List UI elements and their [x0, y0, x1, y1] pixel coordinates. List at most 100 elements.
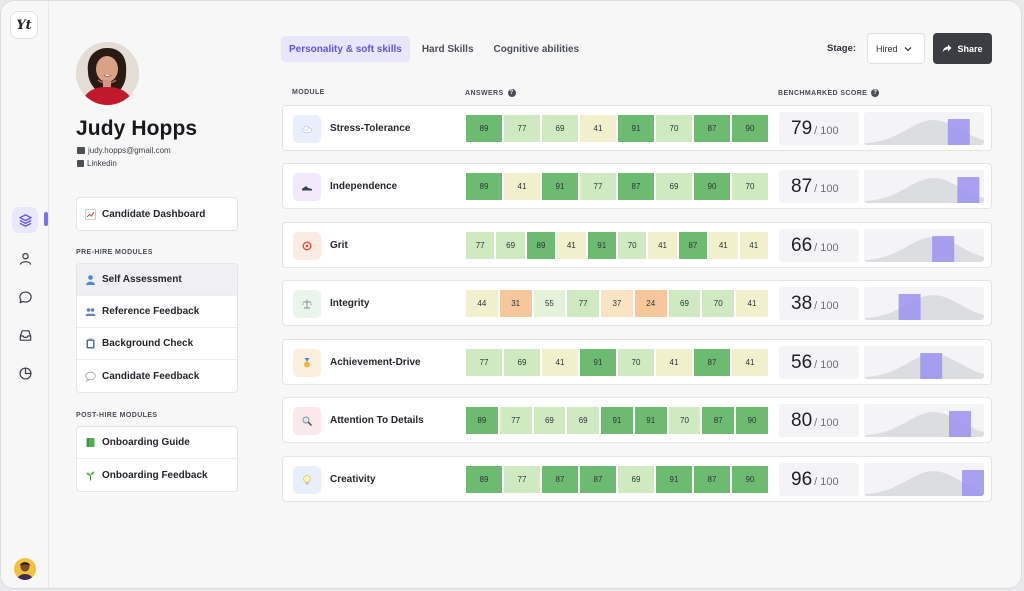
menu-item-candidate-dashboard[interactable]: Candidate Dashboard: [77, 198, 237, 230]
tab-personality[interactable]: Personality & soft skills: [281, 36, 410, 62]
pie-chart-icon[interactable]: [12, 360, 38, 386]
answer-cell: 41: [709, 232, 738, 259]
module-name: Creativity: [330, 474, 376, 485]
score-max: / 100: [814, 125, 839, 137]
inbox-icon[interactable]: [12, 322, 38, 348]
layers-icon[interactable]: [12, 207, 38, 233]
answer-cell: 90: [736, 407, 768, 434]
score-distribution: [864, 346, 984, 379]
module-row[interactable]: Achievement-Drive 77 69 41 91 70 41 87 41 56/ 100: [282, 339, 992, 385]
menu-item-self-assessment[interactable]: Self Assessment: [77, 264, 237, 296]
column-answers-label: ANSWERS: [465, 89, 504, 97]
answer-cell: 77: [466, 349, 502, 376]
tab-cognitive-abilities[interactable]: Cognitive abilities: [493, 43, 580, 55]
answer-cell: 70: [732, 173, 768, 200]
module-row[interactable]: Attention To Details 89 77 69 69 91 91 70 87 90 80…: [282, 397, 992, 443]
distribution-curve: [864, 471, 984, 496]
scales-icon: [293, 290, 321, 318]
menu-item-label: Background Check: [102, 338, 194, 349]
score-value: 38: [791, 293, 813, 314]
candidate-email[interactable]: judy.hopps@gmail.com: [77, 146, 171, 155]
answer-cells: 89 77 87 87 69 91 87 90: [466, 466, 768, 493]
help-icon[interactable]: ?: [871, 89, 880, 97]
score-max: / 100: [814, 476, 839, 488]
module-row[interactable]: Creativity 89 77 87 87 69 91 87 90 96/ 100: [282, 456, 992, 502]
score-distribution: [864, 463, 984, 496]
answer-cell: 70: [702, 290, 735, 317]
share-arrow-icon: [942, 44, 952, 53]
module-row[interactable]: Integrity 44 31 55 77 37 24 69 70 41 38/ 100: [282, 280, 992, 326]
candidate-email-text: judy.hopps@gmail.com: [88, 146, 171, 155]
user-icon[interactable]: [12, 245, 38, 271]
benchmarked-score: 80/ 100: [779, 404, 859, 437]
answer-cell: 41: [557, 232, 586, 259]
linkedin-icon: [77, 160, 84, 167]
module-row[interactable]: Grit 77 69 89 41 91 70 41 87 41 41 66/ 100: [282, 222, 992, 268]
score-distribution: [864, 229, 984, 262]
menu-item-candidate-feedback[interactable]: Candidate Feedback: [77, 360, 237, 392]
score-value: 66: [791, 235, 813, 256]
answer-cell: 31: [499, 290, 532, 317]
share-button[interactable]: Share: [933, 33, 992, 64]
candidate-linkedin[interactable]: Linkedin: [77, 159, 117, 168]
answer-cell: 91: [580, 349, 616, 376]
answer-cell: 41: [732, 349, 768, 376]
answer-cell: 77: [580, 173, 616, 200]
column-module: MODULE: [292, 89, 325, 96]
share-label: Share: [957, 43, 983, 54]
magnifier-icon: [293, 407, 321, 435]
stage-value: Hired: [876, 43, 898, 54]
column-score-label: BENCHMARKED SCORE: [778, 89, 868, 97]
answer-cell: 69: [618, 466, 654, 493]
answer-cell: 87: [542, 466, 578, 493]
score-max: / 100: [814, 300, 839, 312]
person-emoji-icon: [85, 274, 96, 285]
speech-bubble-emoji-icon: [85, 371, 96, 382]
answer-cell: 77: [466, 232, 495, 259]
answer-cell: 87: [694, 115, 730, 142]
app-logo[interactable]: Yt: [10, 11, 38, 39]
answer-cell: 41: [504, 173, 540, 200]
target-icon: [293, 232, 321, 260]
score-value: 87: [791, 176, 813, 197]
help-icon[interactable]: ?: [507, 89, 516, 97]
answer-cells: 89 77 69 69 91 91 70 87 90: [466, 407, 768, 434]
stage-label: Stage:: [827, 43, 857, 54]
chart-emoji-icon: [85, 208, 96, 220]
score-max: / 100: [814, 242, 839, 254]
module-row[interactable]: Independence 89 41 91 77 87 69 90 70 87/ 100: [282, 163, 992, 209]
answer-cell: 69: [542, 115, 578, 142]
score-distribution: [864, 170, 984, 203]
medal-icon: [293, 349, 321, 377]
menu-item-onboarding-guide[interactable]: Onboarding Guide: [77, 427, 237, 459]
answer-cell: 89: [466, 407, 498, 434]
menu-item-label: Self Assessment: [102, 274, 182, 285]
score-value: 79: [791, 118, 813, 139]
module-row[interactable]: Stress-Tolerance 89 77 69 41 91 70 87 90 79/ 100: [282, 105, 992, 151]
answer-cells: 44 31 55 77 37 24 69 70 41: [466, 290, 768, 317]
answer-cell: 87: [694, 466, 730, 493]
stage-select[interactable]: Hired: [867, 33, 925, 64]
tab-hard-skills[interactable]: Hard Skills: [421, 43, 474, 55]
score-distribution: [864, 404, 984, 437]
answer-cell: 87: [702, 407, 735, 434]
candidate-dashboard-button[interactable]: Candidate Dashboard: [76, 197, 238, 231]
prehire-menu: Self Assessment Reference Feedback Backg…: [76, 263, 238, 393]
score-value: 80: [791, 410, 813, 431]
chat-icon[interactable]: [12, 284, 38, 310]
lightbulb-icon: [293, 466, 321, 494]
menu-item-onboarding-feedback[interactable]: Onboarding Feedback: [77, 459, 237, 491]
menu-item-reference-feedback[interactable]: Reference Feedback: [77, 296, 237, 328]
answer-cell: 89: [466, 115, 502, 142]
answer-cell: 89: [526, 232, 556, 259]
clipboard-emoji-icon: [85, 338, 96, 349]
answer-cell: 77: [499, 407, 532, 434]
score-distribution: [864, 112, 984, 145]
answer-cell: 77: [504, 466, 540, 493]
answer-cell: 69: [668, 290, 701, 317]
answer-cell: 91: [587, 232, 616, 259]
menu-item-background-check[interactable]: Background Check: [77, 328, 237, 360]
answer-cell: 37: [601, 290, 633, 317]
answer-cell: 91: [656, 466, 692, 493]
user-avatar[interactable]: [14, 558, 36, 580]
